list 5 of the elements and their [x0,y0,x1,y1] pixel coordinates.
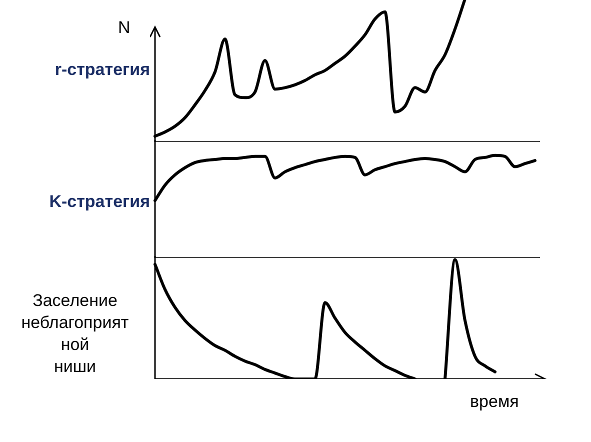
text: K-стратегия [48,192,150,212]
x-axis-title: время [470,392,519,412]
y-axis-title: N [118,18,130,38]
text: Заселение неблагоприят ной ниши [20,290,130,378]
text: r-стратегия [54,60,150,80]
